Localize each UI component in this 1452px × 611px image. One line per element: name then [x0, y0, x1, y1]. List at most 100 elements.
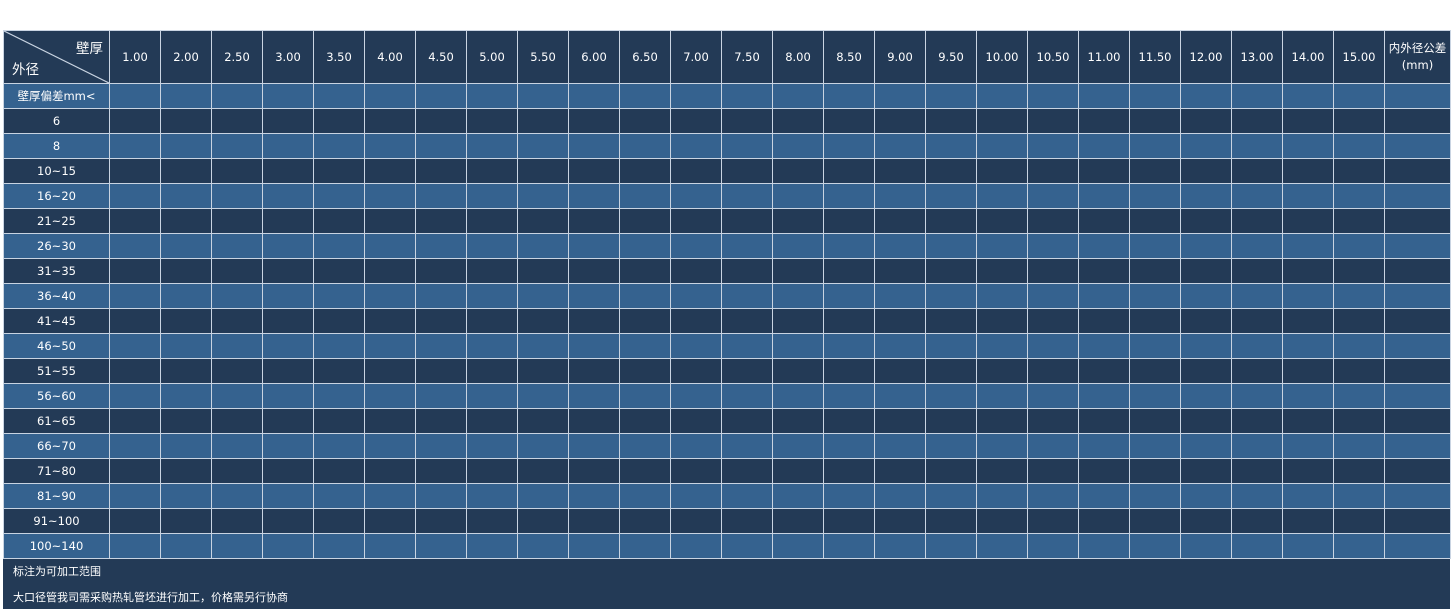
table-cell — [211, 283, 263, 309]
table-cell — [1078, 283, 1130, 309]
table-cell — [976, 283, 1028, 309]
table-cell — [1231, 133, 1283, 159]
outer-diameter-label: 36~40 — [3, 283, 110, 309]
table-cell — [874, 133, 926, 159]
notes: 标注为可加工范围 大口径管我司需采购热轧管坯进行加工，价格需另行协商 — [3, 559, 1450, 611]
table-cell — [1333, 333, 1385, 359]
wall-thickness-header: 6.50 — [619, 30, 671, 84]
table-cell — [874, 83, 926, 109]
table-cell — [313, 383, 365, 409]
table-cell — [1078, 183, 1130, 209]
table-cell — [823, 333, 875, 359]
table-cell — [925, 283, 977, 309]
table-cell — [211, 158, 263, 184]
table-cell — [1282, 308, 1334, 334]
table-cell — [1231, 308, 1283, 334]
table-cell — [1282, 383, 1334, 409]
table-cell — [517, 133, 569, 159]
table-cell — [619, 233, 671, 259]
table-cell — [466, 83, 518, 109]
table-cell — [721, 483, 773, 509]
table-cell — [721, 308, 773, 334]
table-cell — [364, 108, 416, 134]
table-cell — [364, 208, 416, 234]
table-cell — [364, 83, 416, 109]
table-cell — [619, 83, 671, 109]
table-cell — [874, 308, 926, 334]
table-cell — [976, 133, 1028, 159]
table-cell — [721, 333, 773, 359]
table-cell — [772, 508, 824, 534]
table-cell — [109, 383, 161, 409]
table-cell — [517, 533, 569, 559]
table-cell — [466, 258, 518, 284]
table-cell — [1129, 483, 1181, 509]
table-cell — [976, 533, 1028, 559]
table-cell — [721, 358, 773, 384]
table-cell — [517, 308, 569, 334]
table-cell — [1333, 433, 1385, 459]
outer-diameter-label: 8 — [3, 133, 110, 159]
table-cell — [262, 283, 314, 309]
table-cell — [670, 183, 722, 209]
table-cell — [772, 383, 824, 409]
table-cell — [1129, 158, 1181, 184]
table-cell — [1129, 133, 1181, 159]
outer-diameter-label: 71~80 — [3, 458, 110, 484]
table-cell — [1282, 233, 1334, 259]
table-cell — [1282, 108, 1334, 134]
table-cell — [874, 483, 926, 509]
table-cell — [772, 258, 824, 284]
table-cell — [109, 333, 161, 359]
table-cell — [1180, 208, 1232, 234]
table-cell — [262, 233, 314, 259]
table-cell — [721, 108, 773, 134]
table-cell — [1333, 483, 1385, 509]
table-cell — [109, 183, 161, 209]
table-cell — [466, 408, 518, 434]
table-cell — [1231, 258, 1283, 284]
outer-diameter-label: 26~30 — [3, 233, 110, 259]
table-cell — [517, 433, 569, 459]
table-cell — [1231, 83, 1283, 109]
table-cell — [1384, 433, 1451, 459]
table-cell — [1078, 258, 1130, 284]
table-cell — [1078, 483, 1130, 509]
table-cell — [313, 358, 365, 384]
table-cell — [1078, 408, 1130, 434]
table-cell — [211, 183, 263, 209]
table-cell — [1282, 333, 1334, 359]
table-cell — [874, 358, 926, 384]
table-cell — [1129, 383, 1181, 409]
spec-table-panel: 壁厚 外径 1.00 2.00 2.50 3.00 3.50 4.00 4.50 5.00 5.… — [3, 30, 1451, 611]
table-cell — [1384, 333, 1451, 359]
table-cell — [466, 108, 518, 134]
table-row: 41~45 — [3, 308, 1451, 334]
table-cell — [1078, 383, 1130, 409]
table-cell — [466, 383, 518, 409]
table-cell — [415, 233, 467, 259]
table-cell — [1078, 208, 1130, 234]
table-cell — [721, 283, 773, 309]
table-cell — [874, 508, 926, 534]
tolerance-header-title: 内外径公差 — [1388, 41, 1447, 55]
table-cell — [670, 408, 722, 434]
table-cell — [109, 233, 161, 259]
table-cell — [1282, 408, 1334, 434]
table-cell — [568, 108, 620, 134]
table-cell — [1333, 83, 1385, 109]
table-cell — [364, 308, 416, 334]
table-cell — [619, 508, 671, 534]
table-cell — [1180, 483, 1232, 509]
table-cell — [1384, 258, 1451, 284]
wall-thickness-header: 1.00 — [109, 30, 161, 84]
table-cell — [517, 108, 569, 134]
table-cell — [1129, 533, 1181, 559]
table-cell — [262, 533, 314, 559]
wall-thickness-header: 8.50 — [823, 30, 875, 84]
table-row: 81~90 — [3, 483, 1451, 509]
table-cell — [415, 458, 467, 484]
table-cell — [415, 283, 467, 309]
table-cell — [109, 108, 161, 134]
table-cell — [823, 108, 875, 134]
